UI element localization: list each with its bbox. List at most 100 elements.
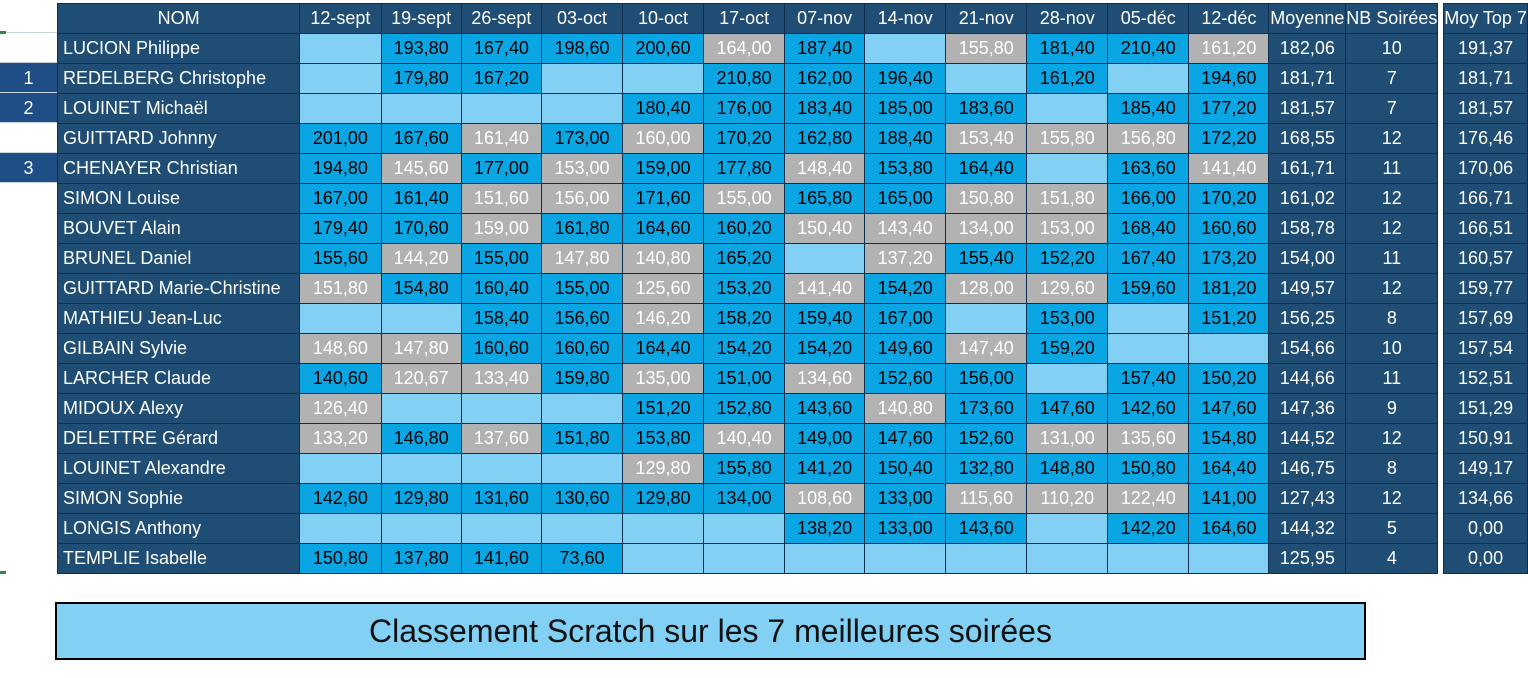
score-cell[interactable]: 161,40 [460, 123, 543, 154]
score-cell[interactable]: 141,40 [784, 273, 866, 304]
score-cell[interactable] [460, 513, 543, 544]
score-cell[interactable]: 173,60 [945, 393, 1028, 424]
score-cell[interactable]: 142,20 [1107, 513, 1190, 544]
player-name-cell[interactable]: LONGIS Anthony [56, 513, 301, 544]
score-cell[interactable] [622, 63, 705, 94]
top7-average-cell[interactable]: 150,91 [1443, 423, 1528, 454]
score-cell[interactable]: 155,60 [299, 243, 382, 274]
score-cell[interactable]: 154,80 [1188, 423, 1270, 454]
nights-cell[interactable]: 12 [1345, 213, 1439, 244]
score-cell[interactable] [1026, 363, 1109, 394]
rank-cell-2[interactable]: 2 [0, 93, 57, 123]
average-cell[interactable]: 146,75 [1268, 453, 1347, 484]
score-cell[interactable] [299, 453, 382, 484]
player-name-cell[interactable]: REDELBERG Christophe [56, 63, 301, 94]
score-cell[interactable]: 156,60 [540, 303, 624, 334]
top7-average-cell[interactable]: 160,57 [1443, 243, 1528, 274]
nights-cell[interactable]: 9 [1345, 393, 1439, 424]
score-cell[interactable]: 147,80 [540, 243, 624, 274]
score-cell[interactable]: 146,80 [380, 423, 462, 454]
score-cell[interactable]: 115,60 [945, 483, 1028, 514]
player-name-cell[interactable]: GUITTARD Marie-Christine [56, 273, 301, 304]
score-cell[interactable]: 154,20 [784, 333, 866, 364]
nights-cell[interactable]: 8 [1345, 453, 1439, 484]
score-cell[interactable]: 133,20 [299, 423, 382, 454]
score-cell[interactable]: 122,40 [1107, 483, 1190, 514]
average-cell[interactable]: 149,57 [1268, 273, 1347, 304]
header-date[interactable]: 12-déc [1188, 3, 1270, 34]
score-cell[interactable] [540, 393, 624, 424]
score-cell[interactable]: 150,40 [864, 453, 947, 484]
top7-average-cell[interactable]: 159,77 [1443, 273, 1528, 304]
player-name-cell[interactable]: MATHIEU Jean-Luc [56, 303, 301, 334]
score-cell[interactable]: 135,00 [622, 363, 705, 394]
score-cell[interactable]: 153,40 [945, 123, 1028, 154]
player-name-cell[interactable]: TEMPLIE Isabelle [56, 543, 301, 574]
score-cell[interactable]: 167,60 [380, 123, 462, 154]
score-cell[interactable] [622, 543, 705, 574]
top7-average-cell[interactable]: 152,51 [1443, 363, 1528, 394]
player-name-cell[interactable]: DELETTRE Gérard [56, 423, 301, 454]
player-name-cell[interactable]: SIMON Louise [56, 183, 301, 214]
score-cell[interactable]: 159,20 [1026, 333, 1109, 364]
player-name-cell[interactable]: LOUINET Alexandre [56, 453, 301, 484]
rank-cell-1[interactable]: 1 [0, 63, 57, 93]
score-cell[interactable]: 200,60 [622, 33, 705, 64]
score-cell[interactable]: 167,00 [864, 303, 947, 334]
score-cell[interactable]: 152,60 [945, 423, 1028, 454]
nights-cell[interactable]: 11 [1345, 153, 1439, 184]
rank-cell-3[interactable]: 3 [0, 153, 57, 183]
score-cell[interactable]: 150,80 [945, 183, 1028, 214]
header-date[interactable]: 10-oct [622, 3, 705, 34]
score-cell[interactable]: 129,60 [1026, 273, 1109, 304]
score-cell[interactable]: 156,00 [540, 183, 624, 214]
top7-average-cell[interactable]: 181,71 [1443, 63, 1528, 94]
score-cell[interactable] [784, 543, 866, 574]
top7-average-cell[interactable]: 157,54 [1443, 333, 1528, 364]
score-cell[interactable] [380, 303, 462, 334]
score-cell[interactable] [380, 393, 462, 424]
average-cell[interactable]: 147,36 [1268, 393, 1347, 424]
score-cell[interactable]: 150,80 [1107, 453, 1190, 484]
score-cell[interactable]: 154,20 [864, 273, 947, 304]
nights-cell[interactable]: 7 [1345, 93, 1439, 124]
nights-cell[interactable]: 4 [1345, 543, 1439, 574]
score-cell[interactable]: 108,60 [784, 483, 866, 514]
top7-average-cell[interactable]: 134,66 [1443, 483, 1528, 514]
score-cell[interactable] [703, 543, 786, 574]
score-cell[interactable]: 148,60 [299, 333, 382, 364]
score-cell[interactable]: 135,60 [1107, 423, 1190, 454]
average-cell[interactable]: 161,02 [1268, 183, 1347, 214]
score-cell[interactable]: 152,20 [1026, 243, 1109, 274]
score-cell[interactable]: 162,80 [784, 123, 866, 154]
score-cell[interactable]: 128,00 [945, 273, 1028, 304]
score-cell[interactable]: 158,20 [703, 303, 786, 334]
top7-average-cell[interactable]: 170,06 [1443, 153, 1528, 184]
top7-average-cell[interactable]: 0,00 [1443, 513, 1528, 544]
score-cell[interactable]: 134,00 [945, 213, 1028, 244]
score-cell[interactable]: 173,20 [1188, 243, 1270, 274]
score-cell[interactable]: 151,20 [1188, 303, 1270, 334]
header-top7[interactable]: Moy Top 7 [1443, 3, 1528, 34]
score-cell[interactable]: 193,80 [380, 33, 462, 64]
score-cell[interactable] [945, 543, 1028, 574]
score-cell[interactable] [1188, 333, 1270, 364]
nights-cell[interactable]: 11 [1345, 363, 1439, 394]
score-cell[interactable]: 141,40 [1188, 153, 1270, 184]
top7-average-cell[interactable]: 157,69 [1443, 303, 1528, 334]
score-cell[interactable]: 147,40 [945, 333, 1028, 364]
score-cell[interactable]: 129,80 [622, 483, 705, 514]
score-cell[interactable]: 147,60 [1026, 393, 1109, 424]
score-cell[interactable]: 151,80 [299, 273, 382, 304]
nights-cell[interactable]: 7 [1345, 63, 1439, 94]
score-cell[interactable]: 150,20 [1188, 363, 1270, 394]
score-cell[interactable]: 164,40 [1188, 453, 1270, 484]
score-cell[interactable] [1026, 93, 1109, 124]
score-cell[interactable] [299, 513, 382, 544]
score-cell[interactable]: 181,20 [1188, 273, 1270, 304]
score-cell[interactable] [299, 63, 382, 94]
score-cell[interactable] [622, 513, 705, 544]
score-cell[interactable]: 110,20 [1026, 483, 1109, 514]
score-cell[interactable]: 155,00 [460, 243, 543, 274]
score-cell[interactable]: 140,80 [864, 393, 947, 424]
